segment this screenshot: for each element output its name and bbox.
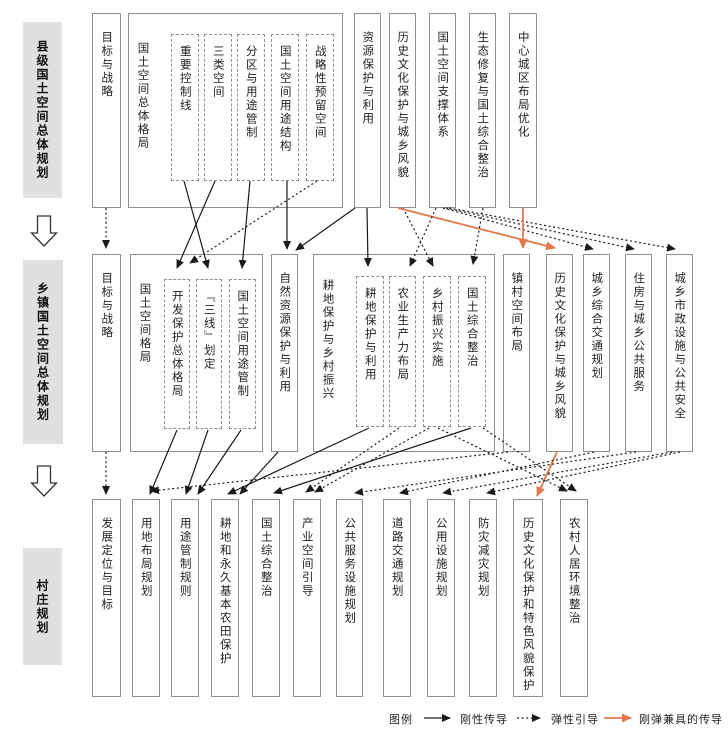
group-farmland-rural-revitalization: 耕地保护与乡村振兴 耕地保护与利用 农业生产力布局 乡村振兴实施 国土综合整治 — [313, 254, 495, 452]
solid-transmission-arrow — [239, 451, 279, 495]
box-village-positioning-goal: 发展定位与目标 — [92, 499, 121, 697]
group-label: 国土空间总体格局 — [136, 42, 151, 150]
level-transition-arrow-1 — [29, 215, 59, 247]
box-road-traffic-plan: 道路交通规划 — [383, 499, 411, 697]
group-township-spatial-pattern: 国土空间格局 开发保护总体格局 『三线』划定 国土空间用途管制 — [130, 254, 263, 452]
level-label-village: 村庄规划 — [23, 548, 62, 665]
legend-item-rigid-flexible: 刚弹兼具的传导 — [639, 713, 723, 726]
dotted-transmission-arrow — [399, 451, 595, 496]
box-county-goal: 目标与战略 — [92, 13, 121, 208]
box-town-village-layout: 镇村空间布局 — [503, 254, 530, 452]
orange-transmission-arrow — [397, 207, 556, 251]
group-county-spatial-pattern: 国土空间总体格局 重要控制线 三类空间 分区与用途管制 国土空间用途结构 战略性… — [128, 13, 343, 208]
box-disaster-prevention-plan: 防灾减灾规划 — [469, 499, 497, 697]
box-land-layout-plan: 用地布局规划 — [132, 499, 160, 697]
box-township-historic-culture: 历史文化保护与城乡风貌 — [546, 254, 573, 452]
legend-title: 图例 — [389, 713, 413, 726]
dotted-transmission-arrow — [354, 451, 637, 496]
box-agri-productivity-layout: 农业生产力布局 — [389, 276, 416, 427]
box-village-historic-character: 历史文化保护和特色风貌保护 — [513, 499, 543, 697]
box-land-use-structure: 国土空间用途结构 — [271, 34, 299, 181]
dotted-transmission-arrow — [486, 451, 681, 496]
box-utility-facilities-plan: 公用设施规划 — [427, 499, 455, 697]
box-rural-living-environment: 农村人居环境整治 — [560, 499, 588, 697]
box-three-lines-delineation: 『三线』划定 — [196, 279, 222, 429]
box-strategic-reserved-space: 战略性预留空间 — [306, 34, 334, 181]
group-label: 耕地保护与乡村振兴 — [321, 279, 336, 401]
level-transition-arrow-2 — [29, 465, 59, 497]
box-resource-protection-use: 资源保护与利用 — [354, 13, 381, 208]
box-township-use-control: 国土空间用途管制 — [229, 279, 256, 429]
box-dev-protection-pattern: 开发保护总体格局 — [164, 279, 190, 429]
box-industry-space-guidance: 产业空间引导 — [293, 499, 321, 697]
box-county-historic-culture: 历史文化保护与城乡风貌 — [389, 13, 416, 208]
box-three-space-types: 三类空间 — [204, 34, 232, 181]
box-support-system: 国土空间支撑体系 — [429, 13, 456, 208]
dotted-transmission-arrow — [442, 451, 673, 496]
box-township-goal: 目标与战略 — [92, 254, 121, 452]
box-farmland-protection-use: 耕地保护与利用 — [356, 276, 384, 427]
orange-transmission-arrow — [536, 451, 558, 497]
level-label-county: 县级国土空间总体规划 — [23, 22, 62, 198]
dotted-transmission-arrow — [150, 451, 509, 495]
legend-item-rigid: 刚性传导 — [460, 713, 508, 726]
legend-item-flexible: 弹性引导 — [551, 713, 599, 726]
solid-transmission-arrow — [295, 207, 356, 251]
box-central-city-layout: 中心城区布局优化 — [509, 13, 537, 208]
box-natural-resource-protection: 自然资源保护与利用 — [271, 254, 298, 452]
level-label-township: 乡镇国土空间总体规划 — [23, 260, 63, 444]
box-important-control-lines: 重要控制线 — [171, 34, 199, 181]
box-village-land-remediation: 国土综合整治 — [252, 499, 280, 697]
dotted-transmission-arrow — [445, 207, 635, 252]
box-eco-restoration: 生态修复与国土综合整治 — [469, 13, 496, 208]
dotted-transmission-arrow — [442, 207, 594, 251]
box-zoning-use-control: 分区与用途管制 — [237, 34, 265, 181]
box-township-land-remediation: 国土综合整治 — [458, 276, 486, 427]
box-urban-rural-transport: 城乡综合交通规划 — [583, 254, 610, 452]
box-use-control-rules: 用途管制规则 — [171, 499, 199, 697]
box-public-service-facilities: 公共服务设施规划 — [336, 499, 363, 697]
box-housing-public-services: 住房与城乡公共服务 — [625, 254, 652, 452]
box-permanent-farmland-protection: 耕地和永久基本农田保护 — [211, 499, 239, 697]
group-label: 国土空间格局 — [138, 283, 153, 364]
box-municipal-public-safety: 城乡市政设施与公共安全 — [666, 254, 693, 452]
box-rural-revitalization-impl: 乡村振兴实施 — [423, 276, 451, 427]
dotted-transmission-arrow — [448, 207, 676, 252]
